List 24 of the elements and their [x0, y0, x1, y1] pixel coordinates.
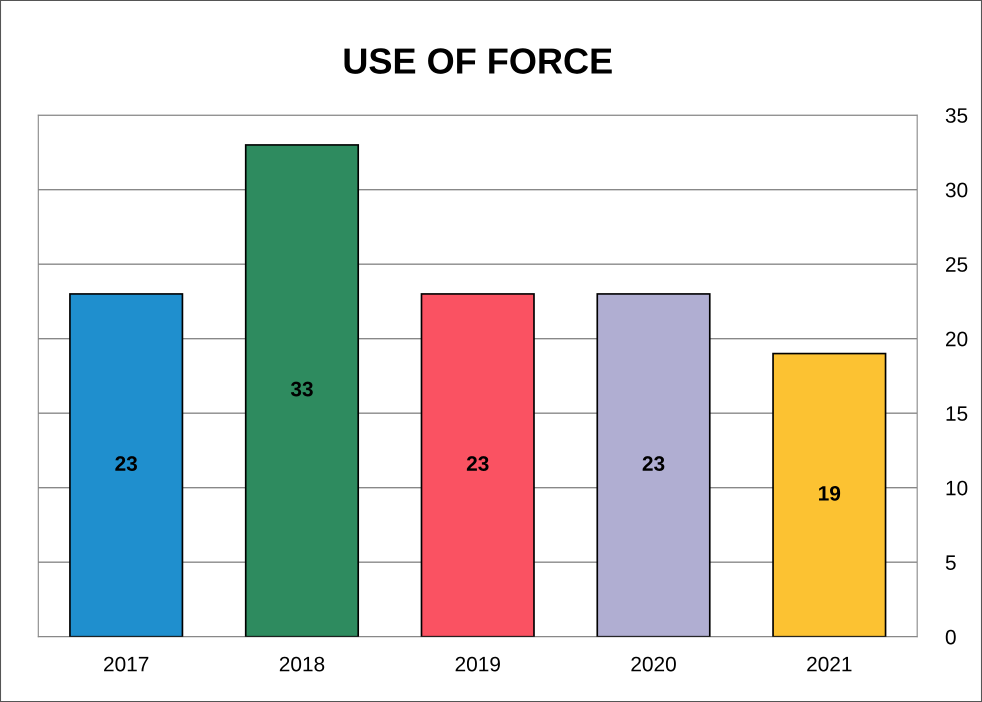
y-tick-label: 15: [946, 406, 968, 421]
x-tick-label: 2018: [280, 656, 324, 672]
y-tick-label: 25: [946, 257, 968, 272]
data-label: 23: [642, 456, 664, 471]
y-tick-label: 35: [946, 108, 968, 123]
bar: [596, 293, 711, 637]
bar: [420, 293, 535, 637]
chart-title: USE OF FORCE: [344, 48, 612, 74]
data-label: 23: [115, 456, 138, 471]
y-tick-label: 0: [946, 630, 956, 644]
bar: [244, 144, 360, 637]
data-label: 19: [819, 486, 840, 501]
y-tick-label: 10: [946, 480, 968, 496]
x-tick-label: 2017: [104, 656, 148, 672]
bar: [69, 293, 184, 637]
x-tick-label: 2020: [631, 656, 676, 672]
y-tick-label: 5: [946, 555, 956, 570]
x-tick-label: 2019: [456, 656, 500, 672]
y-tick-label: 20: [946, 332, 968, 346]
bar: [772, 352, 886, 637]
y-tick-label: 30: [946, 182, 968, 198]
x-tick-label: 2021: [807, 656, 852, 672]
data-label: 23: [466, 456, 489, 471]
data-label: 33: [290, 382, 313, 396]
